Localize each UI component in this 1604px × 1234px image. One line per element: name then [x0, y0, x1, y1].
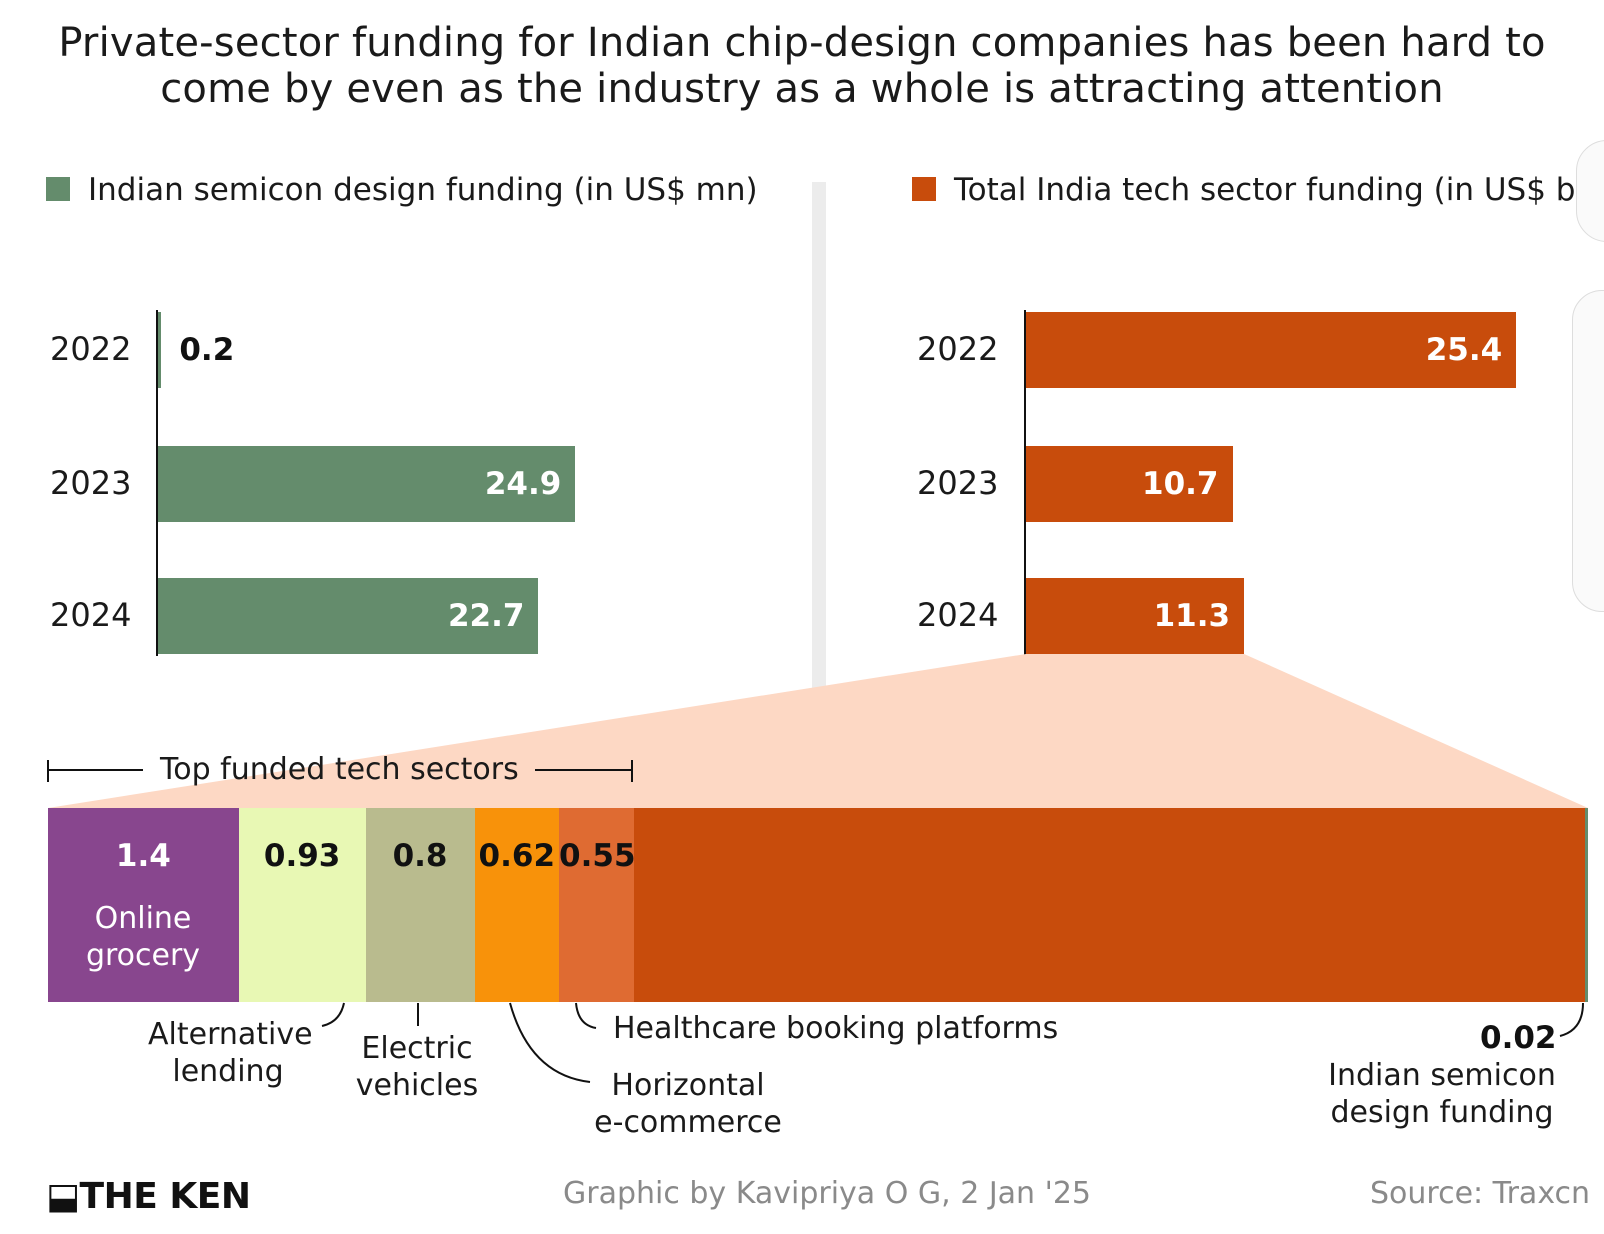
legend-semicon-label: Indian semicon design funding (in US$ mn…: [88, 172, 758, 208]
semicon-value-label-2022: 0.2: [179, 332, 235, 368]
label-horizontal-line1: Horizontal: [611, 1068, 765, 1103]
tech-value-label-2024: 11.3: [1153, 598, 1231, 634]
label-semicon-line1: Indian semicon: [1328, 1058, 1556, 1093]
panel-divider: [812, 182, 826, 690]
edge-side-panel[interactable]: [1572, 290, 1604, 612]
semicon-bar-2022: [158, 312, 162, 388]
tech-year-label-2024: 2024: [917, 596, 999, 634]
zoom-wedge-shape: [48, 654, 1588, 808]
tech-value-label-2022: 25.4: [1425, 332, 1503, 368]
chart-title-line-1: Private-sector funding for Indian chip-d…: [58, 20, 1546, 66]
label-alt-lending-line1: Alternative: [148, 1017, 313, 1052]
label-healthcare-booking: Healthcare booking platforms: [613, 1011, 1059, 1046]
tech-bar-2022: [1026, 312, 1517, 388]
label-horizontal-ecommerce: Horizontal e-commerce: [594, 1067, 782, 1141]
semicon-bar-2023: [158, 446, 576, 522]
segment-value-online-grocery: 1.4: [115, 838, 171, 874]
tech-year-label-2023: 2023: [917, 464, 999, 502]
tech-bar-2024: [1026, 578, 1245, 654]
label-ev-line2: vehicles: [355, 1068, 479, 1103]
edge-scroll-handle[interactable]: [1576, 140, 1604, 242]
segment-healthcare-booking-platforms: [559, 808, 634, 1002]
segment-electric-vehicles: [365, 808, 475, 1002]
scope-label: Top funded tech sectors: [160, 752, 519, 787]
tech-bar-2023: [1026, 446, 1233, 522]
label-electric-vehicles: Electric vehicles: [352, 1030, 482, 1104]
segment-value-alternative-lending: 0.93: [263, 838, 341, 874]
label-online-grocery: Online grocery: [48, 900, 238, 974]
tech-axis-line: [1024, 310, 1026, 656]
chart-title-line-2: come by even as the industry as a whole …: [160, 66, 1444, 112]
segment-online-grocery: [48, 808, 239, 1002]
label-alt-lending-line2: lending: [172, 1054, 284, 1089]
segment-remainder: [634, 808, 1588, 1002]
label-semicon-line2: design funding: [1330, 1095, 1554, 1130]
tech-year-label-2022: 2022: [917, 330, 999, 368]
leader-alt-lending: [321, 1002, 345, 1027]
segment-value-electric-vehicles: 0.8: [392, 838, 448, 874]
segment-alternative-lending: [238, 808, 366, 1002]
semicon-year-label-2022: 2022: [50, 330, 132, 368]
legend-swatch-green: [46, 176, 70, 201]
segment-semicon-design-funding: [1585, 808, 1588, 1002]
legend-swatch-orange: [912, 176, 936, 201]
label-horizontal-line2: e-commerce: [594, 1105, 782, 1140]
segment-value-horizontal-e-commerce: 0.62: [478, 838, 556, 874]
label-semicon-design-funding: Indian semicon design funding: [1322, 1057, 1562, 1131]
leader-semicon: [1559, 1002, 1584, 1037]
leader-healthcare: [575, 1002, 597, 1029]
semicon-value-label-2023: 24.9: [484, 466, 562, 502]
tech-value-label-2023: 10.7: [1142, 466, 1219, 502]
legend-tech: Total India tech sector funding (in US$ …: [912, 172, 1604, 208]
logo-text: THE KEN: [79, 1176, 251, 1217]
semicon-year-label-2024: 2024: [50, 596, 132, 634]
logo-mark-icon: ⬓: [46, 1176, 80, 1217]
graphic-credit: Graphic by Kavipriya O G, 2 Jan '25: [563, 1176, 1092, 1211]
semicon-bar-2024: [158, 578, 539, 654]
label-alternative-lending: Alternative lending: [148, 1016, 313, 1090]
source-credit: Source: Traxcn: [1370, 1176, 1591, 1211]
leader-horizontal: [509, 1002, 591, 1083]
segment-horizontal-e-commerce: [474, 808, 560, 1002]
legend-semicon: Indian semicon design funding (in US$ mn…: [46, 172, 758, 208]
semicon-axis-line: [156, 310, 158, 656]
semicon-value-label-2024: 22.7: [447, 598, 525, 634]
semicon-year-label-2023: 2023: [50, 464, 132, 502]
label-online-grocery-line2: grocery: [85, 938, 201, 973]
label-online-grocery-line1: Online: [94, 901, 192, 936]
segment-value-healthcare-booking-platforms: 0.55: [559, 838, 636, 874]
legend-tech-label: Total India tech sector funding (in US$ …: [954, 172, 1604, 208]
the-ken-logo: ⬓THE KEN: [46, 1176, 251, 1217]
label-ev-line1: Electric: [361, 1031, 473, 1066]
value-semicon-highlight: 0.02: [1480, 1020, 1557, 1056]
